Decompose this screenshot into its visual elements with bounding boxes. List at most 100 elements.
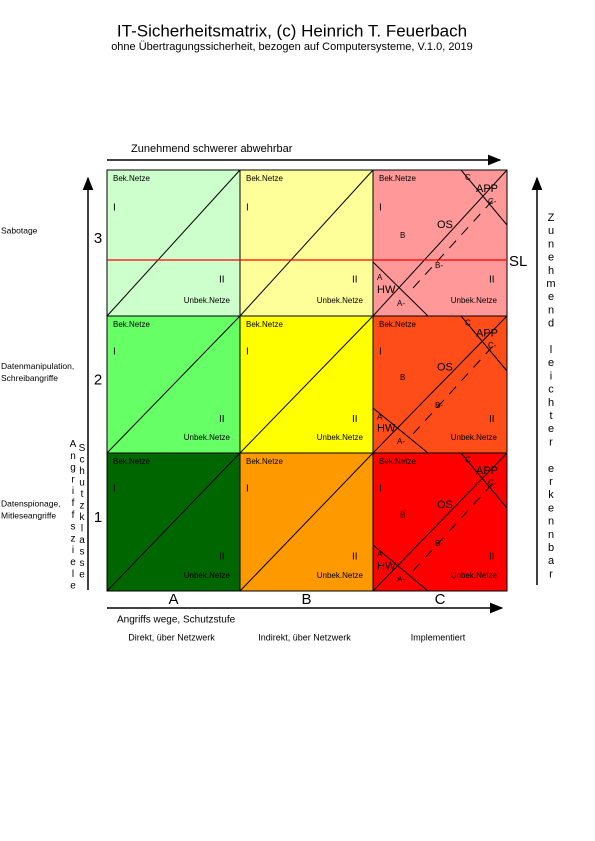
cell-zone-ii: II xyxy=(219,414,225,425)
cell-diagonal xyxy=(239,169,374,317)
cell-top-label: Bek.Netze xyxy=(113,457,150,466)
cell-marker: A- xyxy=(397,437,405,446)
row-number: 3 xyxy=(94,230,102,247)
cell-marker: A xyxy=(377,273,383,282)
column-description: Indirekt, über Netzwerk xyxy=(258,632,351,642)
row-label: Datenspionage, xyxy=(1,498,61,508)
cell-marker: C xyxy=(465,319,471,328)
cell-marker: C- xyxy=(488,478,497,487)
row-label: Schreibangriffe xyxy=(1,373,58,383)
cell-diagonal xyxy=(106,452,241,592)
column-letter: A xyxy=(168,591,178,608)
cell-dashed xyxy=(412,345,494,435)
row-label: Mitleseangriffe xyxy=(1,510,56,520)
cell-line xyxy=(460,169,508,226)
cell-marker: A xyxy=(377,412,383,421)
cell-marker: HW xyxy=(377,560,396,572)
cell-zone-i: I xyxy=(246,484,249,495)
column-description: Direkt, über Netzwerk xyxy=(128,632,215,642)
cell-diagonal xyxy=(372,452,508,592)
cell-diagonal xyxy=(106,169,241,317)
cell-zone-ii: II xyxy=(489,552,495,563)
cell-marker: APP xyxy=(476,465,498,477)
row-label: Datenmanipulation, xyxy=(1,361,74,371)
cell-bottom-label: Unbek.Netze xyxy=(184,296,231,305)
cell-line xyxy=(372,544,429,592)
cell-zone-i: I xyxy=(379,346,382,357)
cell-bottom-label: Unbek.Netze xyxy=(451,296,498,305)
cell-marker: B- xyxy=(435,539,443,548)
column-description: Implementiert xyxy=(411,632,466,642)
cell-marker: OS xyxy=(437,219,453,231)
cell-diagonal xyxy=(239,452,374,592)
cell-top-label: Bek.Netze xyxy=(246,174,283,183)
cell-marker: A- xyxy=(397,299,405,308)
cell-zone-i: I xyxy=(113,346,116,357)
cell-marker: B- xyxy=(435,401,443,410)
cell-bottom-label: Unbek.Netze xyxy=(184,571,231,580)
top-axis-label: Zunehmend schwerer abwehrbar xyxy=(131,143,293,155)
column-letter: B xyxy=(301,591,311,608)
cell-marker: C- xyxy=(488,341,497,350)
cell-marker: B xyxy=(400,373,405,382)
cell-marker: APP xyxy=(476,183,498,195)
cell-marker: C xyxy=(465,173,471,182)
cell-line xyxy=(372,407,429,454)
cell-line xyxy=(372,261,429,317)
cell-diagonal xyxy=(106,315,241,454)
cell-marker: APP xyxy=(476,328,498,340)
cell-marker: B xyxy=(400,231,405,240)
cell-zone-ii: II xyxy=(352,275,358,286)
title: IT-Sicherheitsmatrix, (c) Heinrich T. Fe… xyxy=(117,21,467,40)
cell-dashed xyxy=(412,199,494,289)
row-number: 1 xyxy=(94,509,102,526)
cell-zone-i: I xyxy=(246,203,249,214)
cell-marker: HW xyxy=(377,423,396,435)
column-letter: C xyxy=(435,591,446,608)
cell-dashed xyxy=(412,482,494,572)
subtitle: ohne Übertragungssicherheit, bezogen auf… xyxy=(111,41,473,53)
cell-bottom-label: Unbek.Netze xyxy=(317,296,364,305)
cell-top-label: Bek.Netze xyxy=(379,457,416,466)
sl-label: SL xyxy=(509,253,527,270)
cell-zone-i: I xyxy=(113,203,116,214)
row-number: 2 xyxy=(94,371,102,388)
cell-zone-ii: II xyxy=(352,414,358,425)
cell-zone-ii: II xyxy=(352,552,358,563)
cell-zone-ii: II xyxy=(489,275,495,286)
cell-top-label: Bek.Netze xyxy=(379,174,416,183)
cell-bottom-label: Unbek.Netze xyxy=(317,433,364,442)
cell-bottom-label: Unbek.Netze xyxy=(451,571,498,580)
cell-zone-ii: II xyxy=(219,552,225,563)
cell-bottom-label: Unbek.Netze xyxy=(317,571,364,580)
cell-marker: A xyxy=(377,550,383,559)
bottom-axis-label: Angriffs wege, Schutzstufe xyxy=(117,615,236,626)
cell-zone-i: I xyxy=(246,346,249,357)
cell-marker: B xyxy=(400,510,405,519)
cell-marker: C- xyxy=(488,197,497,206)
cell-bottom-label: Unbek.Netze xyxy=(451,433,498,442)
cell-zone-i: I xyxy=(379,203,382,214)
cell-marker: OS xyxy=(437,362,453,374)
cell-diagonal xyxy=(372,169,508,317)
cell-marker: B- xyxy=(435,261,443,270)
cell-top-label: Bek.Netze xyxy=(113,320,150,329)
cell-zone-i: I xyxy=(379,484,382,495)
cell-marker: A- xyxy=(397,575,405,584)
cell-top-label: Bek.Netze xyxy=(379,320,416,329)
cell-top-label: Bek.Netze xyxy=(246,457,283,466)
cell-top-label: Bek.Netze xyxy=(113,174,150,183)
cell-bottom-label: Unbek.Netze xyxy=(184,433,231,442)
cell-marker: C xyxy=(465,456,471,465)
cell-line xyxy=(460,315,508,372)
cell-top-label: Bek.Netze xyxy=(246,320,283,329)
cell-marker: HW xyxy=(377,284,396,296)
row-label: Sabotage xyxy=(1,225,38,235)
cell-line xyxy=(460,452,508,509)
cell-zone-ii: II xyxy=(219,275,225,286)
cell-zone-i: I xyxy=(113,484,116,495)
